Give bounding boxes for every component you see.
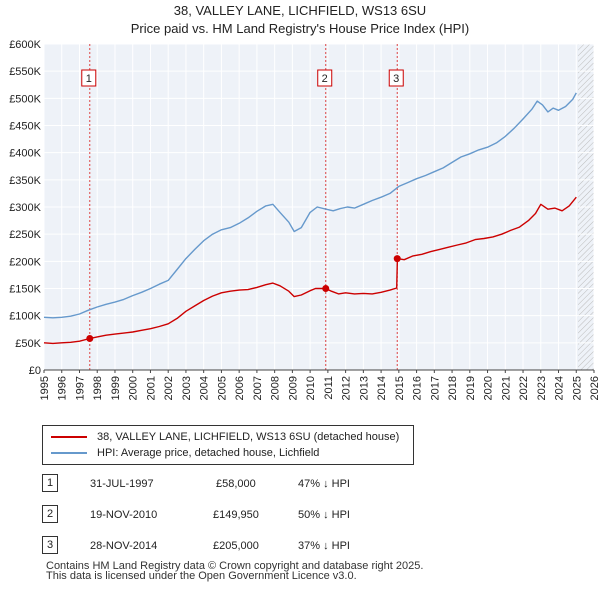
legend-label-hpi: HPI: Average price, detached house, Lich… [97,447,320,459]
x-tick-label: 2025 [571,376,583,400]
y-tick-label: £550K [9,66,41,78]
x-tick-label: 2016 [412,376,424,400]
x-tick-label: 2008 [270,376,282,400]
x-tick-label: 2022 [518,376,530,400]
x-tick-label: 2006 [234,376,246,400]
sale-price: £58,000 [216,478,256,490]
sale-hpi-diff: 50% ↓ HPI [298,509,350,521]
sale-price: £149,950 [213,509,259,521]
x-tick-label: 2010 [305,376,317,400]
y-tick-label: £400K [9,148,41,160]
y-tick-label: £150K [9,284,41,296]
footer-licence: This data is licensed under the Open Gov… [46,570,357,582]
legend-label-property: 38, VALLEY LANE, LICHFIELD, WS13 6SU (de… [97,431,400,443]
sale-number-box [81,69,97,87]
y-tick-label: £300K [9,202,41,214]
x-tick-label: 2002 [163,376,175,400]
legend-item-hpi: HPI: Average price, detached house, Lich… [51,445,319,461]
legend-swatch-hpi [51,452,87,454]
sale-number-label: 1 [86,73,92,85]
series-line [43,196,577,345]
x-tick-label: 1996 [57,376,69,400]
y-tick-label: £250K [9,229,41,241]
sale-row: 1 31-JUL-1997 £58,000 47% ↓ HPI [42,474,462,494]
sale-point [86,334,94,342]
footer-attribution: Contains HM Land Registry data © Crown c… [46,560,424,582]
x-tick-label: 2014 [376,376,388,400]
sale-date: 31-JUL-1997 [90,478,154,490]
y-tick-label: £50K [15,338,41,350]
sale-number-label: 3 [393,73,399,85]
x-tick-label: 2018 [447,376,459,400]
x-tick-label: 2013 [358,376,370,400]
x-tick-label: 2015 [394,376,406,400]
x-tick-label: 2011 [323,376,335,400]
price-chart: £0 £50K £100K £150K £200K £250K £300K £350K £400… [9,39,600,400]
x-tick-label: 2023 [536,376,548,400]
x-tick-label: 2024 [554,376,566,400]
y-tick-label: £500K [9,93,41,105]
sale-row: 2 19-NOV-2010 £149,950 50% ↓ HPI [42,505,462,525]
legend-item-property: 38, VALLEY LANE, LICHFIELD, WS13 6SU (de… [51,429,399,445]
sale-row: 3 28-NOV-2014 £205,000 37% ↓ HPI [42,536,462,556]
sale-price: £205,000 [213,540,259,552]
footer-copyright: Contains HM Land Registry data © Crown c… [46,560,424,572]
x-tick-label: 2009 [287,376,299,400]
sale-number-badge: 1 [42,474,58,492]
sale-hpi-diff: 47% ↓ HPI [298,478,350,490]
x-tick-label: 2019 [465,376,477,400]
sale-date: 19-NOV-2010 [90,509,158,521]
y-tick-label: £100K [9,311,41,323]
x-tick-label: 1995 [39,376,51,400]
chart-legend: 38, VALLEY LANE, LICHFIELD, WS13 6SU (de… [42,425,414,465]
sale-date: 28-NOV-2014 [90,540,158,552]
x-tick-label: 2020 [483,376,495,400]
chart-subtitle: Price paid vs. HM Land Registry's House … [130,21,470,36]
x-tick-label: 2026 [589,376,600,400]
sale-number-box [388,69,404,87]
x-tick-label: 1998 [92,376,104,400]
x-tick-label: 1997 [74,376,86,400]
y-tick-label: £350K [9,175,41,187]
x-tick-label: 2003 [181,376,193,400]
y-tick-label: £450K [9,121,41,133]
sale-point [393,255,401,263]
x-tick-label: 2000 [128,376,140,400]
sale-number-label: 2 [322,73,328,85]
chart-title: 38, VALLEY LANE, LICHFIELD, WS13 6SU [173,3,427,18]
sale-number-box [317,69,333,87]
sale-point [322,285,330,293]
sale-number-badge: 3 [42,536,58,554]
x-tick-label: 2004 [199,376,211,400]
sale-hpi-diff: 37% ↓ HPI [298,540,350,552]
y-tick-label: £0 [29,365,41,377]
y-tick-label: £200K [9,256,41,268]
x-tick-label: 2001 [145,376,157,400]
x-tick-label: 2017 [429,376,441,400]
x-tick-label: 2005 [216,376,228,400]
sale-number-badge: 2 [42,505,58,523]
x-tick-label: 2021 [500,376,512,400]
x-tick-label: 1999 [110,376,122,400]
y-tick-label: £600K [9,39,41,51]
x-tick-label: 2012 [341,376,353,400]
series-line [43,92,577,319]
x-tick-label: 2007 [252,376,264,400]
legend-swatch-property [51,436,87,438]
